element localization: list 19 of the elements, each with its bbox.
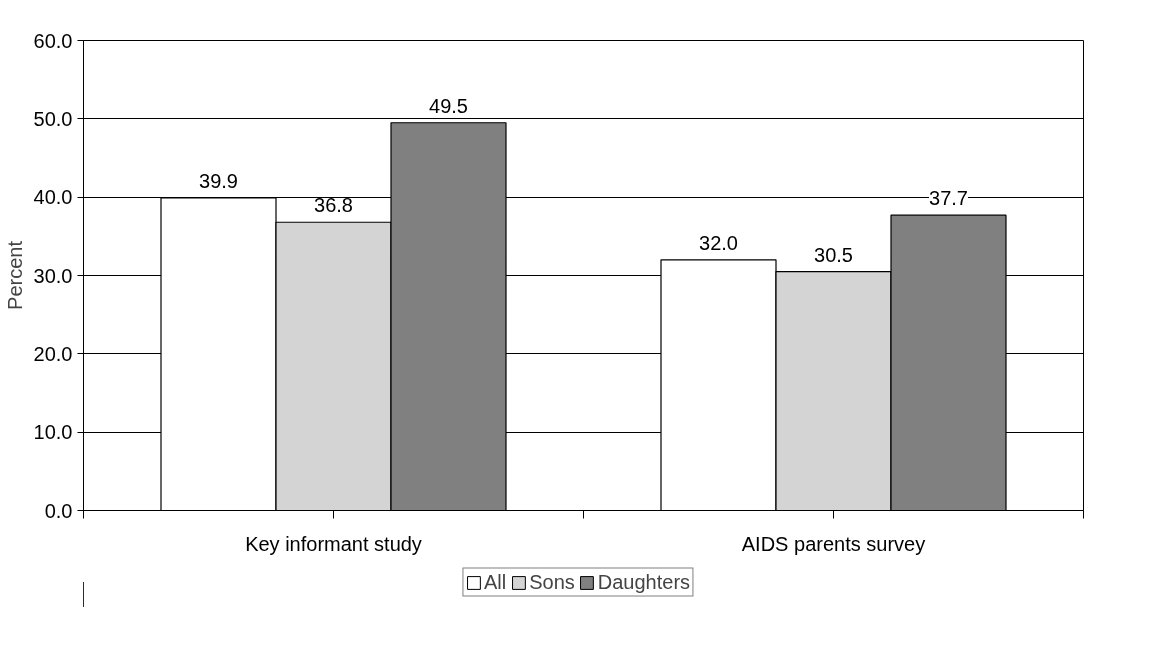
- legend-label: Daughters: [597, 570, 691, 594]
- data-label: 39.9: [199, 169, 238, 192]
- legend-label: All: [483, 570, 507, 594]
- data-label: 36.8: [314, 194, 353, 217]
- data-label: 30.5: [814, 243, 853, 266]
- data-label: 37.7: [929, 187, 968, 210]
- y-axis-title: Percent: [3, 240, 26, 310]
- y-tick-label: 50.0: [33, 107, 73, 130]
- data-label: 32.0: [699, 231, 738, 254]
- y-tick-label: 20.0: [33, 342, 73, 365]
- data-label: 49.5: [429, 94, 468, 117]
- legend-label: Sons: [529, 570, 575, 594]
- y-tick-label: 10.0: [33, 421, 73, 444]
- y-tick-label: 30.0: [33, 264, 73, 287]
- y-tick-label: 60.0: [33, 29, 73, 52]
- x-tick-label: Key informant study: [245, 532, 422, 555]
- y-tick-label: 0.0: [44, 499, 73, 522]
- y-tick-label: 40.0: [33, 186, 73, 209]
- x-tick-label: AIDS parents survey: [741, 532, 926, 555]
